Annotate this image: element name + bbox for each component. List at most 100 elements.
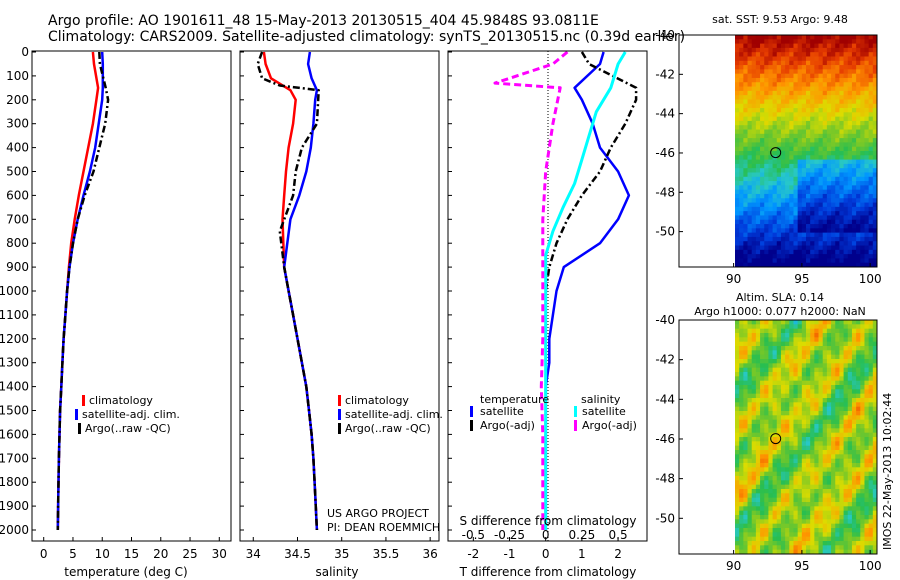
heatmap-cell: [801, 541, 807, 546]
heatmap-cell: [831, 454, 836, 460]
heatmap-cell: [747, 168, 753, 173]
heatmap-cell: [847, 151, 853, 156]
heatmap-cell: [760, 328, 765, 334]
heatmap-cell: [743, 215, 748, 221]
heatmap-cell: [868, 471, 874, 477]
heatmap-cell: [793, 328, 799, 334]
heatmap-cell: [776, 450, 782, 455]
heatmap-cell: [751, 198, 757, 203]
heatmap-cell: [864, 493, 870, 499]
heatmap-cell: [785, 151, 790, 156]
heatmap-cell: [747, 393, 753, 399]
heatmap-cell: [843, 56, 849, 62]
heatmap-cell: [839, 385, 844, 390]
heatmap-cell: [856, 458, 861, 464]
depth-tick-label: 500: [6, 165, 29, 179]
heatmap-cell: [785, 393, 790, 399]
heatmap-cell: [776, 354, 782, 360]
heatmap-cell: [776, 458, 782, 464]
heatmap-cell: [814, 228, 819, 234]
heatmap-cell: [739, 359, 744, 364]
heatmap-cell: [851, 428, 857, 434]
heatmap-cell: [856, 510, 861, 516]
heatmap-cell: [793, 406, 799, 412]
heatmap-cell: [764, 333, 769, 338]
heatmap-cell: [810, 146, 815, 152]
heatmap-cell: [776, 411, 782, 416]
heatmap-cell: [785, 471, 790, 477]
heatmap-cell: [801, 324, 807, 330]
heatmap-cell: [839, 133, 844, 139]
heatmap-cell: [835, 324, 840, 330]
heatmap-cell: [776, 419, 782, 425]
heatmap-cell: [793, 515, 799, 520]
heatmap-cell: [843, 346, 849, 351]
heatmap-cell: [793, 549, 799, 555]
heatmap-cell: [760, 341, 765, 347]
heatmap-cell: [835, 155, 840, 160]
heatmap-cell: [843, 146, 849, 152]
heatmap-cell: [864, 95, 870, 100]
heatmap-cell: [814, 406, 819, 412]
heatmap-cell: [751, 181, 757, 186]
series-line-argo-raw-qc: [256, 51, 320, 531]
heatmap-cell: [751, 549, 757, 555]
heatmap-cell: [822, 415, 828, 421]
heatmap-cell: [747, 56, 753, 62]
heatmap-cell: [818, 389, 824, 395]
heatmap-cell: [793, 120, 799, 126]
heatmap-cell: [801, 445, 807, 451]
heatmap-cell: [764, 463, 769, 468]
heatmap-cell: [851, 224, 857, 229]
heatmap-cell: [751, 476, 757, 481]
heatmap-cell: [868, 262, 874, 268]
heatmap-cell: [760, 112, 765, 118]
heatmap-cell: [789, 428, 794, 434]
heatmap-cell: [806, 476, 811, 481]
sst-heatmap: [735, 35, 878, 268]
heatmap-cell: [831, 402, 836, 408]
heatmap-cell: [772, 476, 778, 481]
heatmap-cell: [755, 536, 761, 542]
heatmap-cell: [751, 363, 757, 369]
heatmap-cell: [831, 129, 836, 135]
heatmap-cell: [743, 419, 748, 425]
heatmap-cell: [801, 181, 807, 186]
heatmap-cell: [864, 52, 870, 57]
heatmap-cell: [751, 73, 757, 79]
heatmap-cell: [735, 189, 740, 195]
heatmap-cell: [847, 189, 853, 195]
heatmap-cell: [764, 545, 769, 551]
heatmap-cell: [839, 389, 844, 395]
heatmap-cell: [785, 419, 790, 425]
heatmap-cell: [735, 380, 740, 386]
heatmap-cell: [797, 198, 803, 203]
heatmap-cell: [822, 172, 828, 178]
heatmap-cell: [826, 476, 832, 481]
heatmap-cell: [847, 406, 853, 412]
heatmap-cell: [860, 398, 865, 403]
heatmap-cell: [739, 176, 744, 182]
heatmap-cell: [776, 463, 782, 468]
heatmap-cell: [868, 367, 874, 373]
heatmap-cell: [785, 181, 790, 186]
heatmap-cell: [801, 245, 807, 251]
heatmap-cell: [868, 480, 874, 486]
heatmap-cell: [780, 142, 786, 148]
heatmap-cell: [797, 206, 803, 212]
heatmap-cell: [810, 367, 815, 373]
heatmap-cell: [868, 133, 874, 139]
heatmap-cell: [764, 536, 769, 542]
heatmap-cell: [789, 545, 794, 551]
heatmap-cell: [806, 458, 811, 464]
heatmap-cell: [793, 189, 799, 195]
heatmap-cell: [739, 476, 744, 481]
heatmap-cell: [847, 47, 853, 53]
heatmap-cell: [739, 120, 744, 126]
heatmap-cell: [751, 545, 757, 551]
heatmap-cell: [747, 506, 753, 512]
heatmap-cell: [822, 398, 828, 403]
heatmap-cell: [868, 493, 874, 499]
heatmap-cell: [835, 432, 840, 438]
heatmap-cell: [806, 372, 811, 377]
